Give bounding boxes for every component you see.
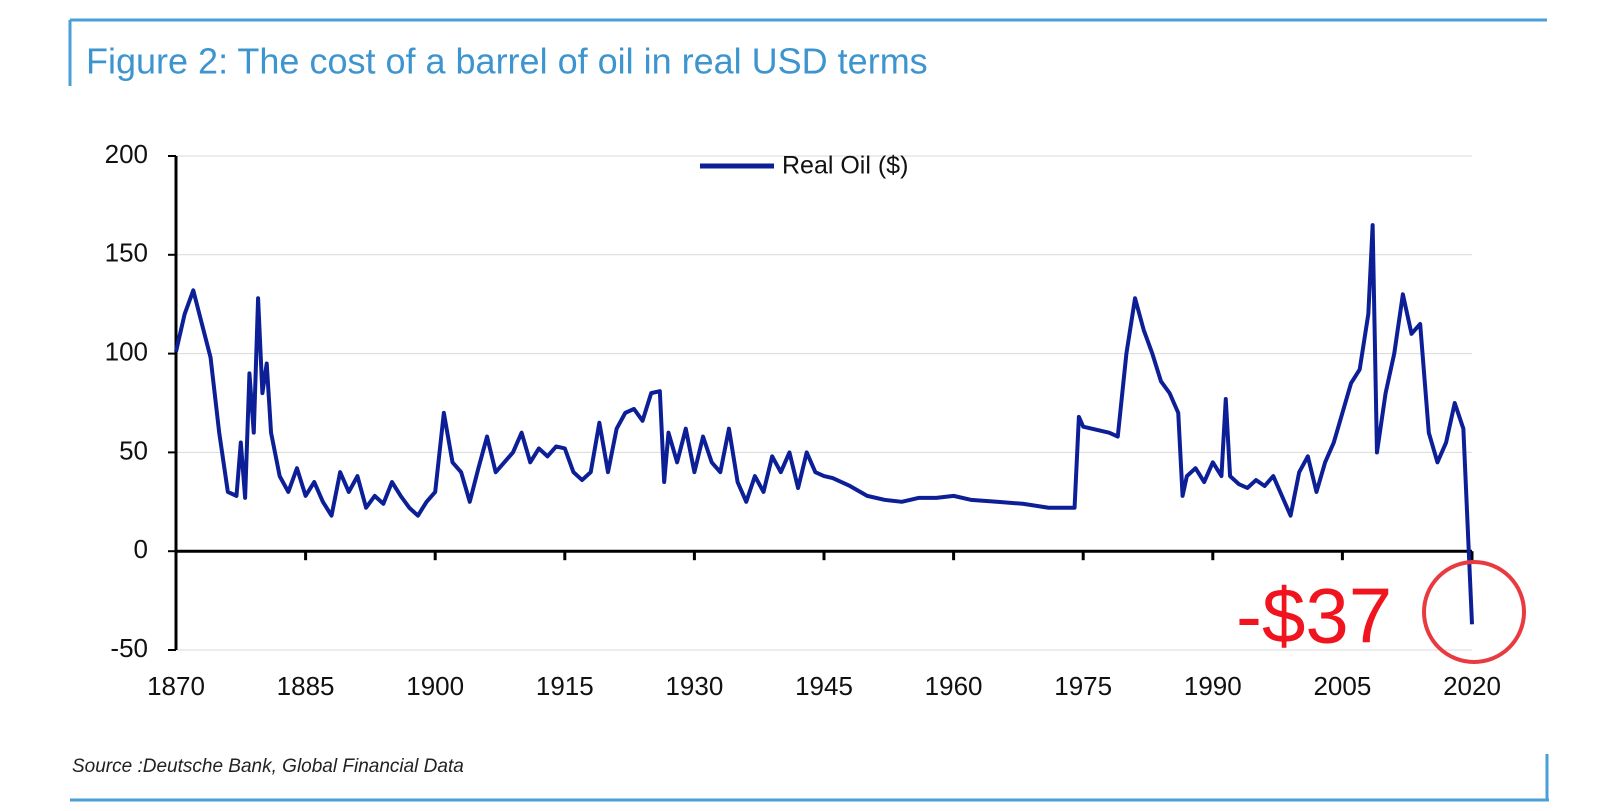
line-series [174, 223, 1474, 625]
source: Source :Deutsche Bank, Global Financial … [72, 756, 464, 777]
y-tick-label: 200 [105, 139, 148, 169]
y-tick-label: 50 [119, 435, 148, 465]
legend-label: Real Oil ($) [782, 152, 908, 180]
x-tick-label: 1900 [406, 671, 464, 701]
annotation: -$37 [1236, 572, 1392, 660]
x-tick-label: 1870 [147, 671, 205, 701]
y-tick-label: 0 [134, 534, 148, 564]
x-tick-label: 1975 [1054, 671, 1112, 701]
x-tick-label: 1945 [795, 671, 853, 701]
annotation-circle [1422, 560, 1526, 664]
x-tick-label: 1960 [925, 671, 983, 701]
x-tick-label: 2005 [1313, 671, 1371, 701]
x-tick-label: 1990 [1184, 671, 1242, 701]
y-tick-label: 100 [105, 336, 148, 366]
x-tick-label: 2020 [1443, 671, 1501, 701]
x-tick-label: 1885 [277, 671, 335, 701]
y-tick-label: 150 [105, 238, 148, 268]
x-tick-label: 1915 [536, 671, 594, 701]
y-tick-label: -50 [110, 633, 148, 663]
x-tick-label: 1930 [665, 671, 723, 701]
chart-title: Figure 2: The cost of a barrel of oil in… [86, 41, 928, 82]
